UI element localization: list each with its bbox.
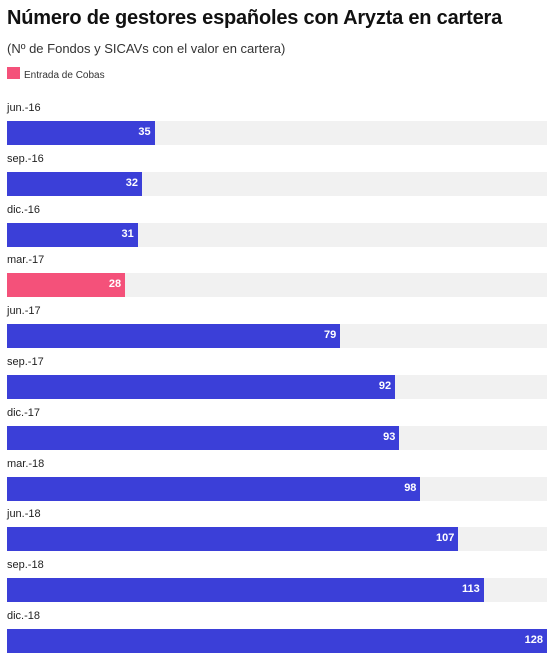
- bar-row: sep.-18 113: [7, 559, 547, 606]
- chart-title: Número de gestores españoles con Aryzta …: [7, 7, 503, 29]
- legend: Entrada de Cobas: [7, 66, 105, 81]
- category-label: sep.-18: [7, 559, 44, 572]
- value-label: 113: [461, 583, 480, 596]
- value-label: 28: [108, 278, 122, 291]
- value-label: 128: [524, 634, 543, 646]
- bar-track: 32: [7, 171, 547, 196]
- bar-row: dic.-18 128: [7, 610, 547, 657]
- bar-row: sep.-16 32: [7, 153, 547, 200]
- bar: [7, 121, 155, 145]
- category-label: jun.-17: [7, 305, 41, 318]
- value-label: 98: [404, 481, 417, 494]
- bar: [7, 375, 396, 399]
- bar-track: 31: [7, 222, 547, 247]
- bar-track: 92: [7, 375, 547, 399]
- category-label: mar.-18: [7, 457, 45, 470]
- bar: [7, 527, 459, 552]
- bar-row: dic.-16 31: [7, 204, 547, 251]
- value-label: 32: [125, 176, 138, 189]
- bar-track: 35: [7, 121, 547, 145]
- bar: [7, 476, 421, 501]
- category-label: jun.-16: [7, 102, 41, 114]
- bar-track: 93: [7, 425, 547, 450]
- bar-track: 128: [7, 629, 547, 653]
- bar: [7, 222, 138, 247]
- bar-row: mar.-17 28: [7, 254, 547, 301]
- category-label: dic.-18: [7, 610, 41, 622]
- bar-row: jun.-18 107: [7, 508, 547, 555]
- category-label: sep.-16: [7, 152, 44, 165]
- category-label: jun.-18: [7, 508, 41, 521]
- legend-swatch: [7, 67, 20, 79]
- bar-row: sep.-17 92: [7, 356, 547, 403]
- value-label: 107: [436, 532, 455, 545]
- value-label: 31: [121, 227, 134, 240]
- bar: [7, 578, 484, 603]
- bar-track: 28: [7, 273, 547, 298]
- category-label: dic.-17: [7, 406, 41, 419]
- bar-row: jun.-17 79: [7, 305, 547, 352]
- value-label: 92: [378, 380, 392, 392]
- bar: [7, 171, 142, 196]
- bar-row: dic.-17 93: [7, 407, 547, 454]
- bar: [7, 425, 400, 450]
- legend-label: Entrada de Cobas: [24, 69, 105, 81]
- value-label: 35: [138, 126, 151, 138]
- bar: [7, 273, 126, 298]
- category-label: mar.-17: [7, 254, 45, 267]
- bar: [7, 629, 547, 653]
- chart-subtitle: (Nº de Fondos y SICAVs con el valor en c…: [7, 41, 286, 56]
- value-label: 79: [324, 329, 337, 342]
- bar-track: 107: [7, 527, 547, 552]
- category-label: sep.-17: [7, 356, 44, 368]
- bar-track: 98: [7, 476, 547, 501]
- value-label: 93: [383, 430, 396, 443]
- bar-track: 79: [7, 324, 547, 349]
- category-label: dic.-16: [7, 203, 41, 216]
- bar-row: jun.-16 35: [7, 102, 547, 149]
- bar-track: 113: [7, 578, 547, 603]
- bar: [7, 324, 341, 349]
- bar-row: mar.-18 98: [7, 458, 547, 505]
